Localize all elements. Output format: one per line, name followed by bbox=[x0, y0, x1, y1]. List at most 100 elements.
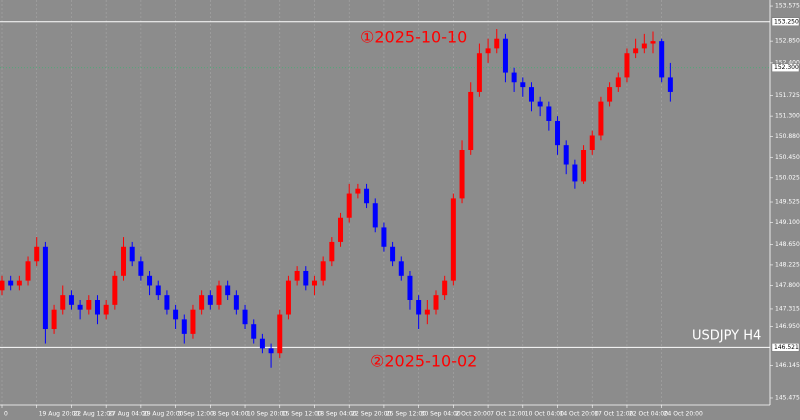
candle-body bbox=[216, 285, 222, 305]
candle-body bbox=[546, 106, 552, 121]
y-tick-label: 149.525 bbox=[775, 199, 800, 206]
level-label: 153.250 bbox=[774, 18, 799, 25]
candle-body bbox=[433, 295, 439, 310]
y-tick-label: 148.225 bbox=[775, 261, 800, 268]
candle-body bbox=[311, 280, 317, 286]
candle-body bbox=[225, 285, 231, 296]
x-tick-label: 10 Sep 20:00 bbox=[247, 411, 287, 418]
candle-body bbox=[407, 275, 413, 300]
candle-body bbox=[121, 246, 127, 276]
candle-body bbox=[277, 314, 283, 354]
candle-body bbox=[138, 261, 144, 276]
candle-body bbox=[502, 38, 508, 73]
x-tick-label: 14 Oct 20:00 bbox=[560, 411, 599, 418]
y-tick-label: 152.400 bbox=[775, 59, 800, 66]
candle-body bbox=[181, 319, 187, 334]
candle-body bbox=[416, 300, 422, 315]
y-tick-label: 147.315 bbox=[775, 305, 800, 312]
candle-body bbox=[450, 198, 456, 281]
candle-body bbox=[199, 295, 205, 310]
x-tick-label: 0 bbox=[4, 411, 8, 418]
candle-body bbox=[555, 120, 561, 146]
candle-body bbox=[303, 270, 309, 286]
candle-body bbox=[572, 164, 578, 182]
y-tick-label: 149.100 bbox=[775, 219, 800, 226]
candle-body bbox=[164, 295, 170, 310]
x-tick-label: 25 Sep 12:00 bbox=[386, 411, 426, 418]
candle-body bbox=[459, 150, 465, 199]
x-tick-label: 7 Oct 12:00 bbox=[490, 411, 525, 418]
candle-body bbox=[650, 41, 656, 44]
candle-body bbox=[511, 72, 517, 83]
candle-body bbox=[598, 101, 604, 136]
candle-body bbox=[424, 309, 430, 315]
candle-body bbox=[329, 241, 335, 262]
candle-body bbox=[398, 261, 404, 276]
candle-body bbox=[173, 309, 179, 320]
level-label: 146.521 bbox=[774, 344, 799, 351]
candle-body bbox=[42, 246, 48, 330]
candle-body bbox=[60, 295, 66, 310]
y-tick-label: 151.300 bbox=[775, 113, 800, 120]
candle-body bbox=[259, 338, 265, 349]
candle-body bbox=[190, 309, 196, 334]
candle-body bbox=[624, 53, 630, 78]
candle-body bbox=[364, 188, 370, 204]
x-tick-label: 19 Aug 20:00 bbox=[39, 411, 80, 418]
candle-body bbox=[641, 43, 647, 49]
candle-body bbox=[233, 295, 239, 310]
x-tick-label: 27 Aug 04:00 bbox=[108, 411, 149, 418]
x-tick-label: 15 Sep 12:00 bbox=[282, 411, 322, 418]
candle-body bbox=[494, 38, 500, 49]
y-tick-label: 146.145 bbox=[775, 362, 800, 369]
candle-body bbox=[607, 87, 613, 102]
candle-body bbox=[34, 246, 40, 262]
candle-body bbox=[338, 217, 344, 242]
candle-body bbox=[520, 82, 526, 88]
candle-body bbox=[285, 280, 291, 315]
candle-body bbox=[537, 101, 543, 107]
y-tick-label: 153.575 bbox=[775, 3, 800, 10]
candle-body bbox=[0, 280, 5, 291]
candle-body bbox=[442, 280, 448, 296]
candle-body bbox=[468, 91, 474, 150]
level-label: 152.300 bbox=[774, 64, 799, 71]
candle-body bbox=[129, 246, 135, 262]
candle-body bbox=[103, 304, 109, 315]
candle-body bbox=[390, 246, 396, 262]
candle-body bbox=[68, 295, 74, 305]
candle-body bbox=[589, 135, 595, 150]
candle-body bbox=[25, 261, 31, 281]
candle-body bbox=[294, 270, 300, 281]
level-label-box bbox=[771, 63, 800, 72]
candle-body bbox=[207, 295, 213, 305]
x-tick-label: 22 Oct 04:00 bbox=[629, 411, 668, 418]
candle-body bbox=[355, 188, 361, 194]
candle-body bbox=[16, 280, 22, 286]
x-tick-label: 18 Sep 04:00 bbox=[316, 411, 356, 418]
x-tick-label: 30 Sep 04:00 bbox=[421, 411, 461, 418]
x-tick-label: 22 Aug 12:00 bbox=[73, 411, 114, 418]
candle-body bbox=[633, 48, 639, 54]
x-tick-label: 24 Oct 20:00 bbox=[664, 411, 703, 418]
candle-body bbox=[476, 53, 482, 92]
candle-body bbox=[346, 193, 352, 218]
candle-body bbox=[8, 280, 14, 286]
candle-body bbox=[112, 275, 118, 305]
candle-body bbox=[667, 77, 673, 92]
x-tick-label: 17 Oct 12:00 bbox=[594, 411, 633, 418]
candle-body bbox=[94, 300, 100, 315]
candle-body bbox=[251, 324, 257, 339]
y-tick-label: 152.850 bbox=[775, 38, 800, 45]
y-tick-label: 148.650 bbox=[775, 241, 800, 248]
candle-body bbox=[77, 304, 83, 310]
candle-body bbox=[268, 348, 274, 354]
candle-body bbox=[51, 309, 57, 330]
candle-body bbox=[147, 275, 153, 286]
annotation: ①2025-10-10 bbox=[360, 28, 467, 47]
candle-body bbox=[485, 48, 491, 54]
candle-body bbox=[86, 300, 92, 310]
level-label-box bbox=[771, 17, 800, 26]
x-tick-label: 2 Oct 20:00 bbox=[455, 411, 490, 418]
